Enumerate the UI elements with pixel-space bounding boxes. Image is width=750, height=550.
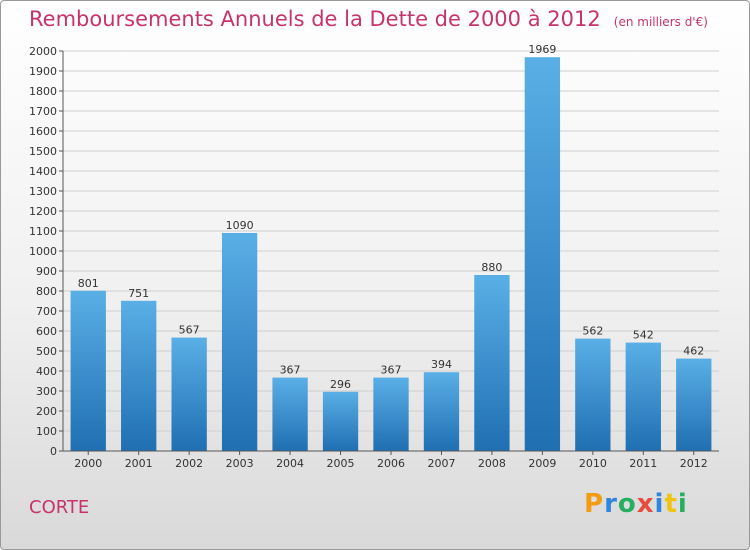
- y-tick-label: 1200: [29, 205, 57, 218]
- bar-2012: [676, 358, 712, 451]
- y-tick-label: 1400: [29, 165, 57, 178]
- x-tick-label: 2009: [528, 457, 556, 470]
- y-tick-label: 1100: [29, 225, 57, 238]
- y-tick-label: 900: [36, 265, 57, 278]
- y-tick-label: 200: [36, 405, 57, 418]
- bars: [70, 57, 712, 451]
- logo-letter: i: [677, 489, 688, 519]
- logo-letter: r: [604, 489, 618, 519]
- y-tick-label: 1000: [29, 245, 57, 258]
- bar-value-label: 1090: [226, 219, 254, 232]
- y-tick-label: 1500: [29, 145, 57, 158]
- x-tick-label: 2000: [74, 457, 102, 470]
- y-tick-label: 1700: [29, 105, 57, 118]
- bar-value-label: 751: [128, 287, 149, 300]
- y-tick-label: 2000: [29, 45, 57, 58]
- y-axis-ticks: 0 100 200 300 400 500 600 700 800 900 1000 1100 1200…: [29, 45, 719, 458]
- y-tick-label: 500: [36, 345, 57, 358]
- x-tick-label: 2011: [629, 457, 657, 470]
- bar-value-label: 462: [683, 345, 704, 358]
- bar-2009: [524, 57, 561, 451]
- logo-letter: o: [617, 489, 637, 519]
- bar-2007: [423, 372, 460, 451]
- y-tick-label: 600: [36, 325, 57, 338]
- x-tick-label: 2005: [327, 457, 355, 470]
- y-tick-label: 0: [50, 445, 57, 458]
- x-tick-label: 2004: [276, 457, 304, 470]
- bar-value-label: 367: [381, 364, 402, 377]
- bar-2003: [221, 233, 258, 451]
- y-tick-label: 100: [36, 425, 57, 438]
- y-tick-label: 1900: [29, 65, 57, 78]
- bar-2002: [171, 337, 207, 451]
- x-tick-label: 2007: [427, 457, 455, 470]
- bar-value-label: 367: [280, 364, 301, 377]
- bar-value-label: 801: [78, 277, 99, 290]
- logo-letter: t: [664, 489, 678, 519]
- logo-letter: i: [654, 489, 665, 519]
- bar-value-label: 562: [582, 325, 603, 338]
- bar-2006: [373, 377, 409, 451]
- y-tick-label: 700: [36, 305, 57, 318]
- x-tick-label: 2002: [175, 457, 203, 470]
- bar-value-label: 567: [179, 324, 200, 337]
- y-tick-label: 400: [36, 365, 57, 378]
- bar-2001: [121, 300, 157, 451]
- bar-2004: [272, 377, 308, 451]
- bar-value-label: 542: [633, 329, 654, 342]
- bar-2000: [70, 290, 106, 451]
- commune-name: CORTE: [29, 497, 90, 518]
- bar-value-label: 880: [481, 261, 502, 274]
- value-labels: 801 751 567 1090 367 296 367 394 880 1969 562 542 46…: [78, 43, 705, 391]
- bar-value-label: 394: [431, 358, 452, 371]
- y-tick-label: 300: [36, 385, 57, 398]
- x-tick-label: 2008: [478, 457, 506, 470]
- logo-letter: P: [584, 489, 605, 519]
- x-tick-label: 2006: [377, 457, 405, 470]
- bar-2010: [575, 338, 611, 451]
- y-tick-label: 800: [36, 285, 57, 298]
- bar-value-label: 296: [330, 378, 351, 391]
- bar-2005: [322, 391, 359, 451]
- x-tick-label: 2001: [125, 457, 153, 470]
- y-tick-label: 1800: [29, 85, 57, 98]
- bar-value-label: 1969: [528, 43, 556, 56]
- x-axis-ticks: 2000 2001 2002 2003 2004 2005 2006 2007 2008 2009…: [74, 451, 708, 470]
- bar-2008: [474, 275, 510, 451]
- logo-letter: x: [636, 489, 655, 519]
- bar-2011: [625, 342, 661, 451]
- x-tick-label: 2012: [680, 457, 708, 470]
- proxiti-logo: Proxiti: [584, 489, 688, 519]
- x-tick-label: 2010: [579, 457, 607, 470]
- chart-title-unit: (en milliers d'€): [613, 15, 708, 29]
- x-tick-label: 2003: [226, 457, 254, 470]
- chart-title-main: Remboursements Annuels de la Dette de 20…: [29, 7, 601, 31]
- y-tick-label: 1300: [29, 185, 57, 198]
- chart-title: Remboursements Annuels de la Dette de 20…: [29, 7, 708, 31]
- y-tick-label: 1600: [29, 125, 57, 138]
